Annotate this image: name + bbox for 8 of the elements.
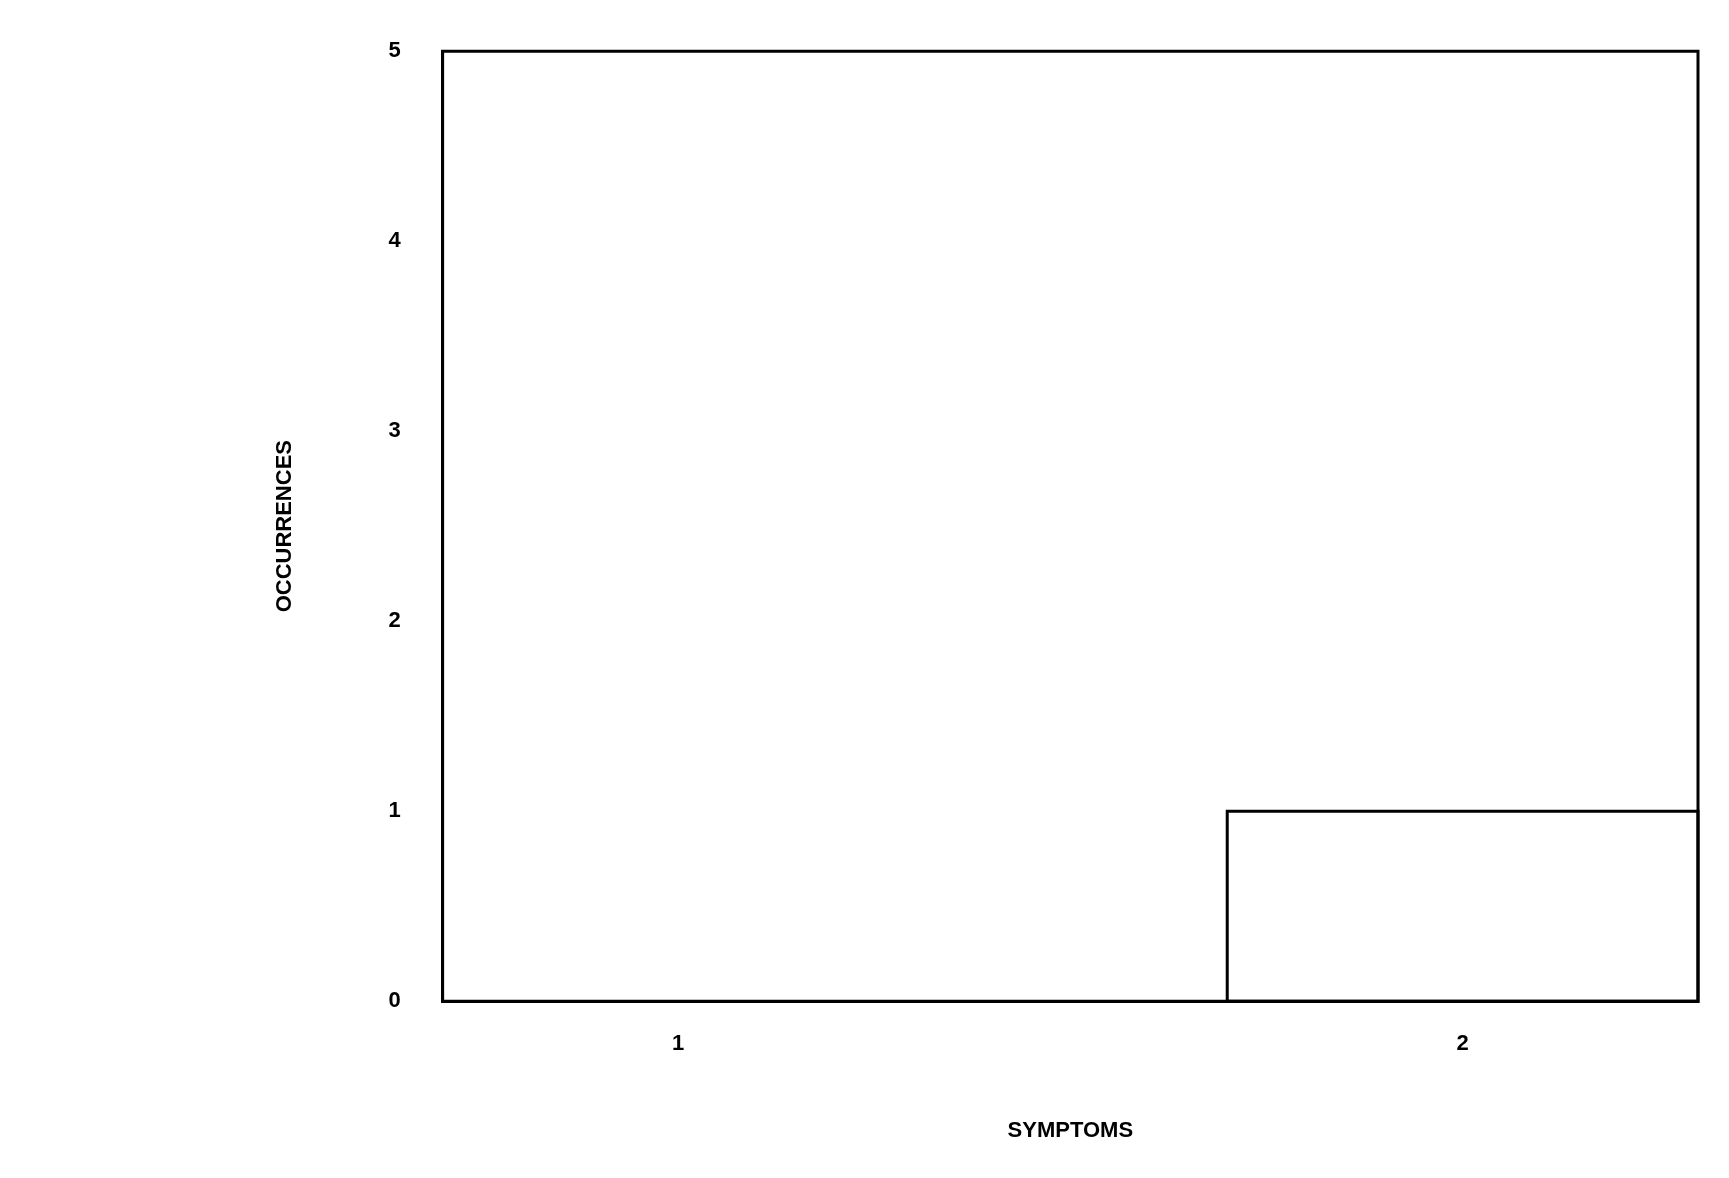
y-tick-label: 0 (388, 987, 401, 1013)
y-tick-label: 5 (388, 37, 401, 63)
x-axis-title: SYMPTOMS (1007, 1116, 1134, 1142)
y-tick-label: 4 (388, 227, 402, 253)
y-tick-label: 2 (388, 607, 401, 633)
y-tick-label: 1 (388, 797, 401, 823)
y-tick-label: 3 (388, 417, 401, 443)
y-axis-title: OCCURRENCES (271, 440, 297, 613)
